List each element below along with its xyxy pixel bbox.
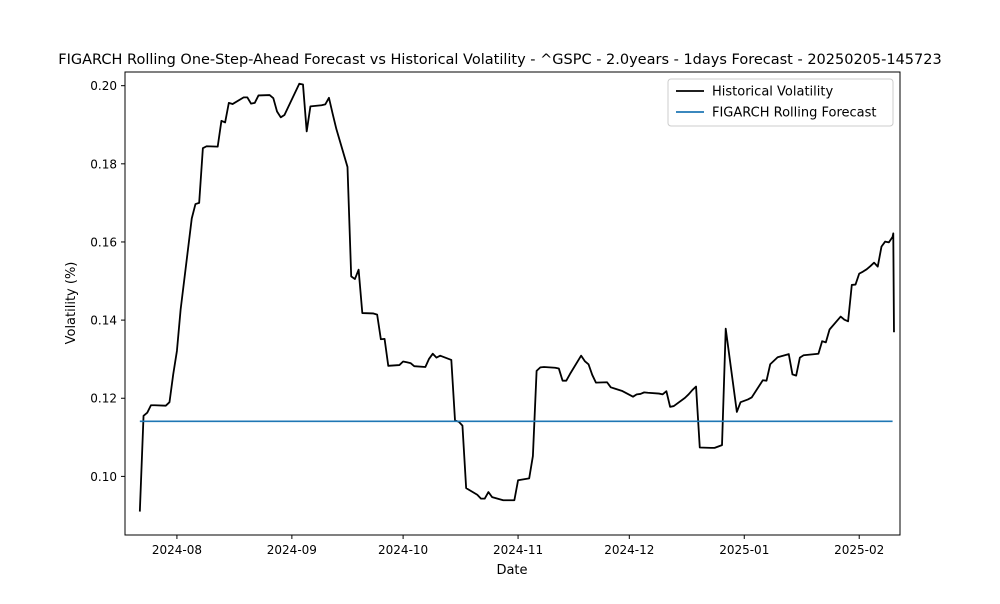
x-tick-label: 2025-02: [834, 543, 884, 557]
series-layer: [138, 82, 895, 512]
y-axis-label: Volatility (%): [64, 262, 79, 345]
y-tick-label: 0.16: [90, 235, 117, 249]
chart-legend: Historical Volatility FIGARCH Rolling For…: [667, 78, 894, 127]
plot-frame: [124, 71, 901, 536]
x-tick-label: 2024-12: [604, 543, 654, 557]
y-tick-label: 0.12: [90, 392, 117, 406]
y-tick-label: 0.14: [90, 314, 117, 328]
legend-label: Historical Volatility: [712, 85, 833, 100]
x-tick-label: 2024-10: [378, 543, 428, 557]
legend-label: FIGARCH Rolling Forecast: [712, 106, 877, 121]
series-line-historical-volatility: [138, 82, 895, 512]
x-tick-label: 2025-01: [719, 543, 769, 557]
x-tick-label: 2024-11: [493, 543, 543, 557]
legend-box: [667, 78, 894, 127]
chart-title: FIGARCH Rolling One-Step-Ahead Forecast …: [58, 52, 941, 68]
x-tick-label: 2024-08: [152, 543, 202, 557]
x-axis: 2024-08 2024-09 2024-10 2024-11 2024-12 2025-…: [152, 535, 884, 557]
y-tick-label: 0.20: [90, 79, 117, 93]
y-tick-label: 0.10: [90, 470, 117, 484]
y-axis: 0.10 0.12 0.14 0.16 0.18 0.20: [90, 79, 125, 484]
x-tick-label: 2024-09: [267, 543, 317, 557]
x-axis-label: Date: [496, 563, 527, 578]
y-tick-label: 0.18: [90, 157, 117, 171]
